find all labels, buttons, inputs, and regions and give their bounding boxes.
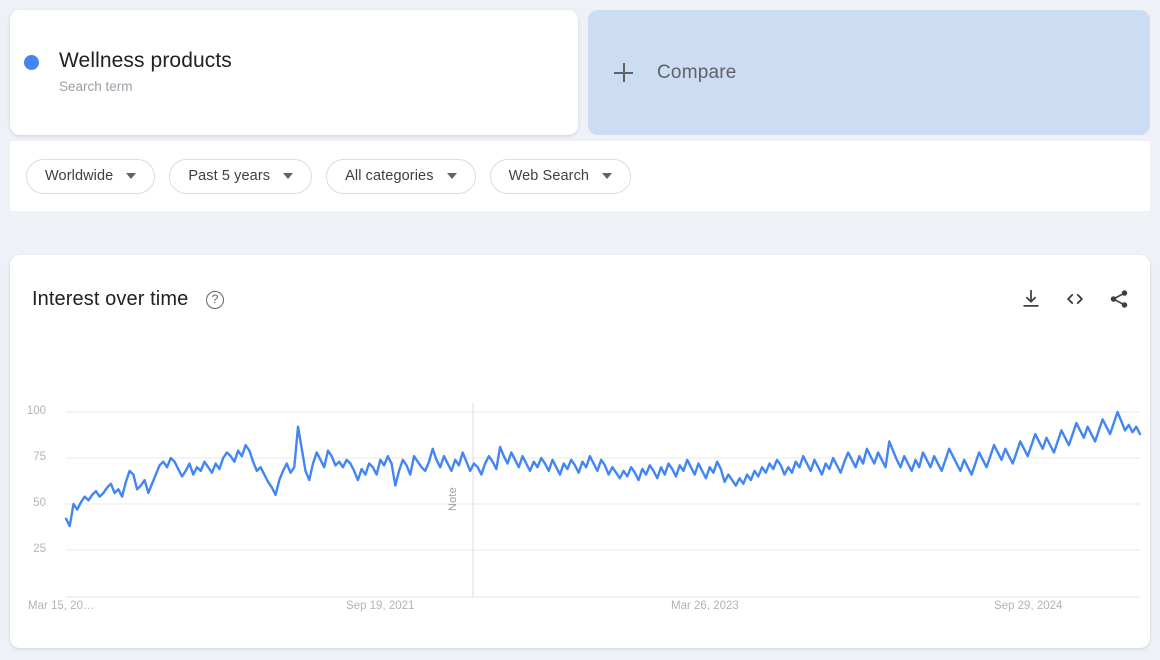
y-tick-label: 100 [26,405,46,417]
x-tick-label: Mar 15, 20… [28,600,95,612]
chart-title: Interest over time [32,288,189,310]
search-terms-row: Wellness products Search term Compare [0,0,1160,140]
interest-line-chart [64,403,1142,598]
filter-category[interactable]: All categories [326,158,476,194]
chevron-down-icon [602,173,613,179]
plus-icon [614,63,633,82]
chevron-down-icon [446,173,457,179]
chart-header: Interest over time ? [10,255,1150,347]
filter-location[interactable]: Worldwide [26,158,156,194]
filter-timerange-label: Past 5 years [188,168,271,184]
chevron-down-icon [283,173,294,179]
interest-over-time-card: Interest over time ? [10,255,1150,648]
note-annotation-label: Note [447,487,459,512]
compare-card[interactable]: Compare [588,10,1150,135]
filter-search-type-label: Web Search [508,168,590,184]
embed-icon[interactable] [1064,288,1086,310]
series-color-dot [24,55,39,70]
chart-plot-area: 100 75 50 25 Mar 15, 20… Sep 19, 2021 Ma… [10,255,1150,648]
y-tick-label: 50 [33,497,46,509]
help-circle-icon[interactable]: ? [206,291,224,309]
compare-label: Compare [657,61,737,83]
filter-search-type[interactable]: Web Search [489,158,632,194]
x-tick-label: Sep 29, 2024 [994,600,1063,612]
chevron-down-icon [126,173,137,179]
filter-location-label: Worldwide [45,168,114,184]
share-icon[interactable] [1108,288,1130,310]
download-icon[interactable] [1020,288,1042,310]
section-gap [10,211,1150,255]
search-term-subtitle: Search term [59,79,133,94]
x-tick-label: Sep 19, 2021 [346,600,415,612]
filter-timerange[interactable]: Past 5 years [169,158,313,194]
y-tick-label: 25 [33,543,46,555]
y-tick-label: 75 [33,451,46,463]
search-term-card[interactable]: Wellness products Search term [10,10,578,135]
x-tick-label: Mar 26, 2023 [671,600,739,612]
chart-actions [1020,288,1130,310]
filter-bar: Worldwide Past 5 years All categories We… [10,141,1150,211]
filter-category-label: All categories [345,168,434,184]
search-term-title: Wellness products [59,49,232,72]
